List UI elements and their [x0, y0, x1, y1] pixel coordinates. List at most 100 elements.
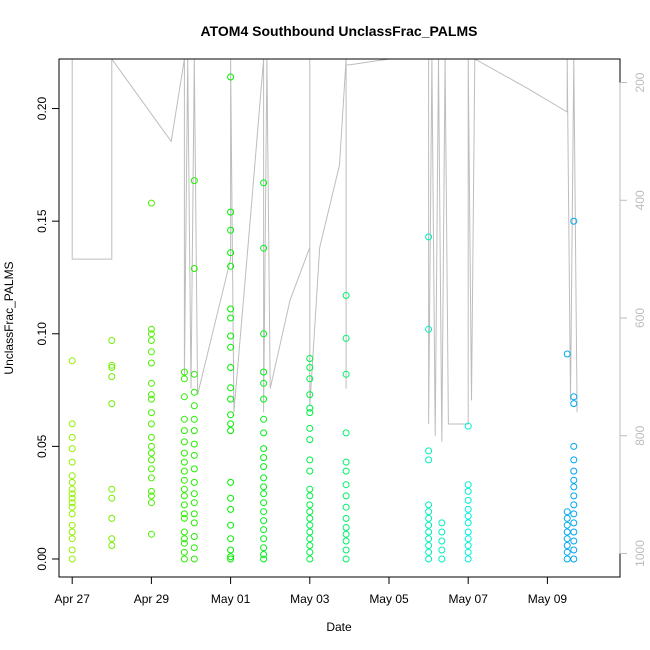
data-point: [147, 391, 155, 399]
data-point: [260, 179, 268, 187]
data-point: [306, 548, 314, 556]
data-point: [342, 492, 350, 500]
data-point: [570, 555, 578, 563]
data-point: [260, 526, 268, 534]
data-point: [570, 528, 578, 536]
data-point: [563, 535, 571, 543]
data-point: [260, 490, 268, 498]
data-point: [438, 528, 446, 536]
data-point: [180, 438, 188, 446]
data-point: [306, 391, 314, 399]
x-tick-label: May 03: [290, 592, 330, 606]
data-point: [260, 499, 268, 507]
data-point: [227, 226, 235, 234]
data-point: [570, 483, 578, 491]
data-point: [190, 427, 198, 435]
data-point: [147, 325, 155, 333]
data-point: [260, 517, 268, 525]
data-point: [464, 512, 472, 520]
data-point: [260, 483, 268, 491]
plot-frame: [58, 58, 621, 578]
data-point: [342, 503, 350, 511]
data-points: [68, 73, 578, 563]
data-point: [260, 463, 268, 471]
data-point: [180, 539, 188, 547]
data-point: [260, 244, 268, 252]
data-point: [190, 402, 198, 410]
data-point: [190, 415, 198, 423]
data-point: [180, 467, 188, 475]
data-point: [260, 454, 268, 462]
data-point: [306, 467, 314, 475]
data-point: [68, 433, 76, 441]
data-point: [306, 404, 314, 412]
data-point: [68, 485, 76, 493]
data-point: [464, 528, 472, 536]
data-point: [68, 535, 76, 543]
data-point: [227, 478, 235, 486]
data-point: [464, 496, 472, 504]
data-point: [342, 334, 350, 342]
data-point: [180, 492, 188, 500]
data-point: [68, 445, 76, 453]
data-point: [180, 415, 188, 423]
data-point: [306, 514, 314, 522]
x-tick-label: Apr 29: [134, 592, 170, 606]
data-point: [425, 555, 433, 563]
x-axis: Apr 27 Apr 29 May 01 May 03 May 05 May 07 May …: [55, 576, 567, 606]
data-point: [147, 449, 155, 457]
data-point: [425, 548, 433, 556]
data-point: [227, 305, 235, 313]
data-point: [570, 217, 578, 225]
data-point: [108, 364, 116, 371]
data-point: [227, 555, 235, 563]
right-tick-label: 200: [633, 72, 647, 92]
data-point: [68, 478, 76, 486]
data-point: [425, 535, 433, 543]
data-point: [464, 422, 472, 430]
data-point: [425, 233, 433, 241]
data-point: [425, 542, 433, 549]
data-point: [342, 429, 350, 437]
data-point: [260, 555, 268, 563]
data-point: [227, 427, 235, 435]
data-point: [227, 553, 235, 561]
data-point: [190, 499, 198, 507]
data-point: [342, 292, 350, 299]
data-point: [108, 373, 116, 381]
data-point: [425, 447, 433, 455]
data-point: [147, 474, 155, 482]
data-point: [342, 514, 350, 522]
data-point: [180, 449, 188, 457]
data-point: [570, 537, 578, 545]
data-point: [180, 548, 188, 556]
data-point: [438, 519, 446, 527]
data-point: [563, 555, 571, 563]
data-point: [570, 501, 578, 509]
y-tick-label: 0.05: [35, 434, 49, 458]
data-point: [180, 368, 188, 376]
data-point: [342, 555, 350, 563]
data-point: [306, 375, 314, 383]
data-point: [190, 490, 198, 498]
data-point: [570, 510, 578, 518]
data-point: [147, 487, 155, 495]
data-point: [570, 456, 578, 464]
data-point: [260, 379, 268, 387]
x-tick-label: Apr 27: [55, 592, 91, 606]
data-point: [342, 458, 350, 466]
data-point: [190, 265, 198, 272]
data-point: [190, 519, 198, 527]
data-point: [227, 505, 235, 513]
data-point: [342, 537, 350, 545]
data-point: [464, 487, 472, 495]
y-tick-label: 0.15: [35, 209, 49, 233]
data-point: [570, 492, 578, 500]
data-point: [147, 530, 155, 538]
pressure-trace: [71, 59, 578, 442]
data-point: [563, 548, 571, 556]
data-point: [190, 388, 198, 396]
data-point: [108, 494, 116, 502]
data-point: [306, 501, 314, 509]
data-point: [260, 429, 268, 437]
